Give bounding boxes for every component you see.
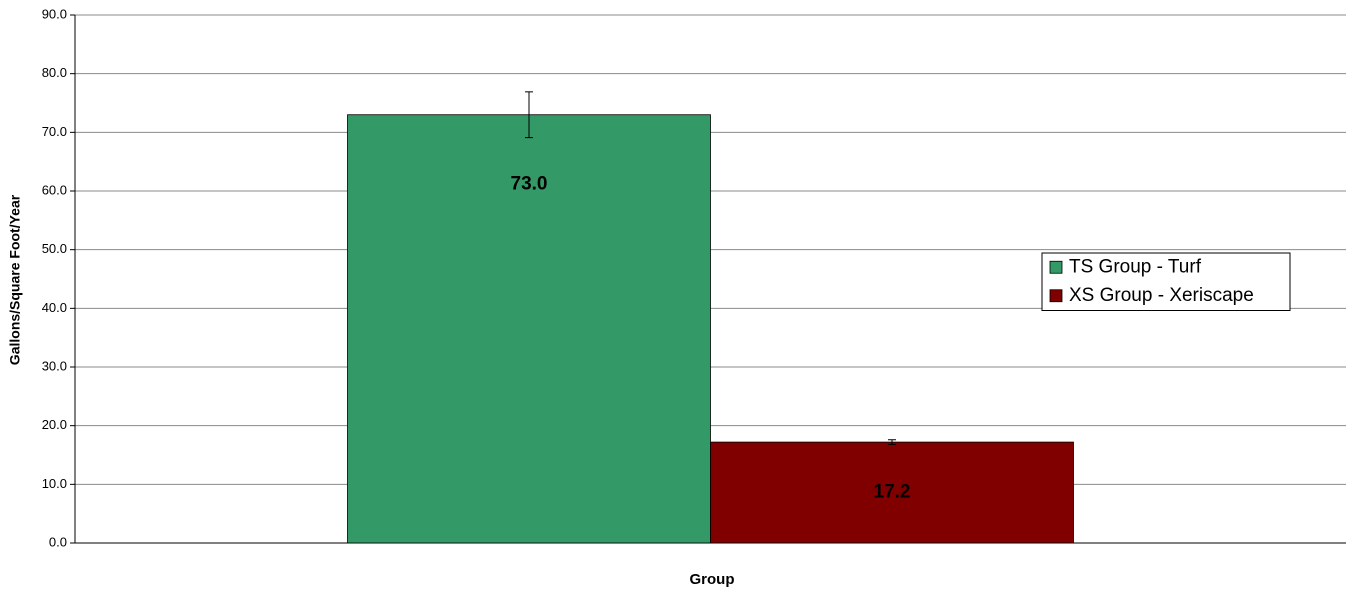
y-tick-label: 30.0 xyxy=(42,358,67,373)
y-tick-label: 90.0 xyxy=(42,6,67,21)
bar xyxy=(347,114,711,544)
data-label: 17.2 xyxy=(874,482,911,503)
legend-label: TS Group - Turf xyxy=(1069,256,1202,277)
y-tick-label: 0.0 xyxy=(49,534,67,549)
legend-swatch xyxy=(1049,260,1063,274)
y-tick-label: 60.0 xyxy=(42,182,67,197)
y-axis-label: Gallons/Square Foot/Year xyxy=(7,194,23,365)
legend-swatch xyxy=(1049,289,1063,303)
legend-label: XS Group - Xeriscape xyxy=(1069,285,1254,306)
y-tick-label: 40.0 xyxy=(42,300,67,315)
y-tick-label: 80.0 xyxy=(42,65,67,80)
y-tick-label: 20.0 xyxy=(42,417,67,432)
legend-box xyxy=(1041,252,1291,311)
y-tick-label: 10.0 xyxy=(42,476,67,491)
y-tick-label: 50.0 xyxy=(42,241,67,256)
data-label: 73.0 xyxy=(511,174,548,195)
x-axis-label: Group xyxy=(690,571,735,588)
y-tick-label: 70.0 xyxy=(42,124,67,139)
bar xyxy=(710,441,1074,544)
